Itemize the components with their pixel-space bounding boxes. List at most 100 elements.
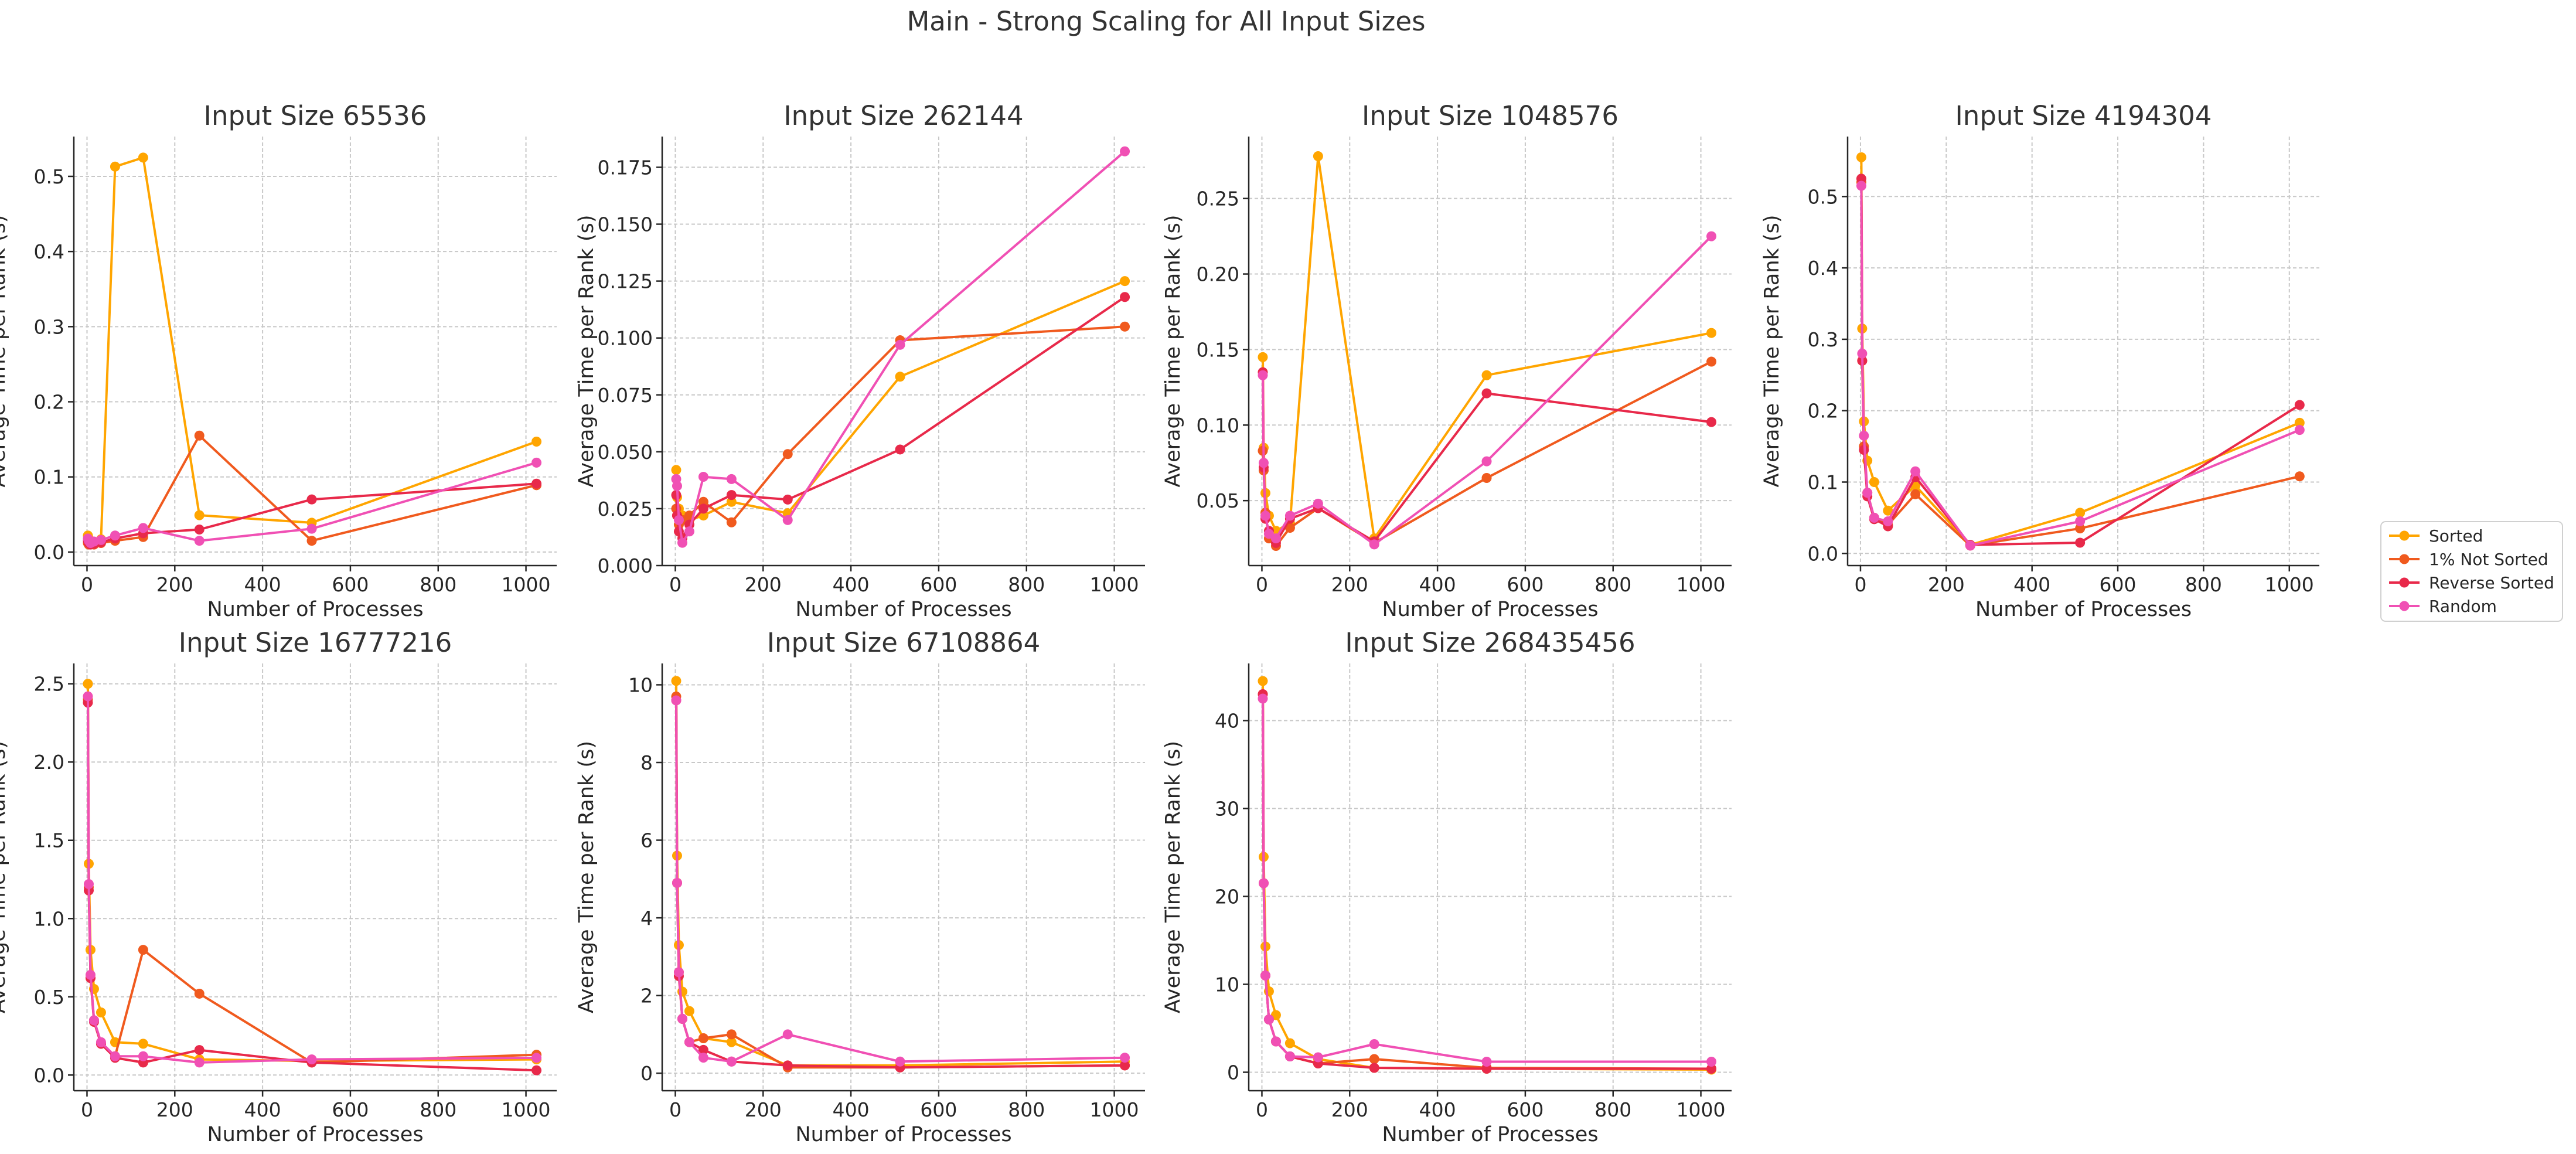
data-point: [1258, 458, 1269, 468]
y-tick-label: 0.5: [1808, 185, 1838, 208]
data-point: [1260, 971, 1270, 981]
series-1-not-sorted: [1258, 356, 1717, 551]
series-line: [87, 683, 537, 1063]
x-axis-label: Number of Processes: [795, 1123, 1011, 1146]
y-tick-label: 0.3: [34, 315, 64, 338]
data-point: [1258, 352, 1268, 362]
x-tick-label: 1000: [502, 1098, 551, 1121]
series-random: [83, 457, 542, 549]
legend-frame: [2380, 521, 2563, 622]
data-point: [895, 339, 905, 350]
data-point: [138, 523, 148, 533]
data-point: [1284, 1051, 1295, 1061]
y-tick-label: 0.2: [34, 391, 64, 414]
y-tick-label: 10: [628, 673, 653, 696]
gridlines: [74, 137, 557, 566]
data-point: [726, 1056, 737, 1067]
data-point: [194, 430, 205, 441]
x-tick-label: 1000: [1677, 1098, 1726, 1121]
data-point: [1120, 292, 1130, 302]
series-line: [1262, 680, 1712, 1071]
data-point: [110, 161, 120, 172]
y-axis-label: Average Time per Rank (s): [1161, 215, 1185, 487]
series-1-not-sorted: [83, 694, 542, 1068]
data-point: [138, 1039, 148, 1049]
data-point: [1883, 505, 1893, 516]
legend-label: Random: [2429, 597, 2497, 616]
data-point: [1481, 473, 1492, 484]
data-point: [698, 503, 708, 514]
x-tick-label: 1000: [1090, 1098, 1139, 1121]
data-point: [194, 1057, 205, 1068]
x-tick-label: 600: [1507, 1098, 1543, 1121]
subplot-1: 0 200 400 600 800 1000 0.0 0.1 0.2 0.3 0.4 0.5 Input…: [0, 100, 557, 621]
y-axis-label: Average Time per Rank (s): [575, 215, 598, 487]
data-point: [782, 1029, 793, 1040]
x-tick-label: 800: [420, 1098, 456, 1121]
subplot-title: Input Size 65536: [204, 100, 427, 131]
data-point: [194, 1045, 205, 1056]
series-random: [1258, 693, 1717, 1067]
data-point: [726, 517, 737, 527]
data-point: [698, 1044, 708, 1055]
series-line: [1860, 178, 2301, 546]
y-tick-label: 0.10: [1197, 414, 1239, 437]
data-point: [671, 490, 682, 501]
series-line: [675, 700, 1125, 1069]
data-point: [671, 695, 682, 706]
y-tick-label: 20: [1215, 886, 1239, 908]
y-tick-label: 0.5: [34, 986, 64, 1009]
x-tick-label: 1000: [502, 573, 551, 596]
x-tick-label: 1000: [2265, 573, 2314, 596]
y-tick-label: 0.100: [598, 327, 653, 350]
data-point: [138, 152, 148, 163]
data-point: [684, 1006, 694, 1016]
subplot-7: 0 200 400 600 800 1000 0 10 20 30 40 Input Size 268…: [1161, 627, 1732, 1146]
y-tick-label: 0.4: [34, 240, 64, 263]
data-point: [726, 1029, 737, 1040]
data-point: [83, 691, 93, 702]
legend-swatch-marker: [2399, 577, 2410, 588]
y-tick-label: 0.5: [34, 165, 64, 188]
legend-swatch-marker: [2399, 601, 2410, 611]
y-tick-label: 4: [640, 907, 653, 930]
data-point: [677, 537, 687, 548]
x-tick-label: 0: [1854, 573, 1866, 596]
data-point: [1120, 1060, 1130, 1071]
data-point: [698, 472, 708, 482]
series-reverse-sorted: [83, 697, 542, 1075]
y-tick-label: 0.2: [1808, 400, 1838, 423]
data-point: [1869, 476, 1879, 487]
subplot-3: 0 200 400 600 800 1000 0.05 0.10 0.15 0.20 0.25 Inp…: [1161, 100, 1732, 621]
x-tick-label: 400: [244, 1098, 281, 1121]
legend-swatch-marker: [2399, 530, 2410, 541]
data-point: [306, 523, 317, 534]
data-point: [531, 457, 542, 468]
y-axis-label: Average Time per Rank (s): [1161, 741, 1185, 1013]
data-point: [698, 1033, 708, 1044]
y-tick-label: 0.1: [1808, 471, 1838, 493]
data-point: [1857, 348, 1868, 359]
x-tick-label: 0: [1256, 573, 1268, 596]
data-point: [1284, 1038, 1295, 1049]
data-point: [1284, 510, 1295, 521]
subplot-title: Input Size 1048576: [1362, 100, 1618, 131]
y-tick-label: 2: [640, 985, 653, 1007]
data-point: [895, 1056, 905, 1067]
series-sorted: [671, 676, 1130, 1071]
x-tick-label: 0: [669, 573, 682, 596]
subplot-4: 0 200 400 600 800 1000 0.0 0.1 0.2 0.3 0.4 0.5 Input…: [1760, 100, 2319, 621]
data-point: [1910, 466, 1921, 476]
data-point: [684, 1037, 694, 1047]
data-point: [531, 1065, 542, 1075]
y-tick-label: 0.15: [1197, 338, 1239, 361]
figure-title: Main - Strong Scaling for All Input Size…: [907, 6, 1425, 37]
series-line: [675, 150, 1126, 544]
data-point: [1313, 1052, 1323, 1063]
x-tick-label: 400: [2013, 573, 2050, 596]
data-point: [1258, 693, 1268, 704]
x-tick-label: 1000: [1090, 573, 1139, 596]
data-point: [1869, 512, 1879, 523]
data-point: [1859, 430, 1869, 441]
y-tick-label: 0.150: [598, 213, 653, 236]
